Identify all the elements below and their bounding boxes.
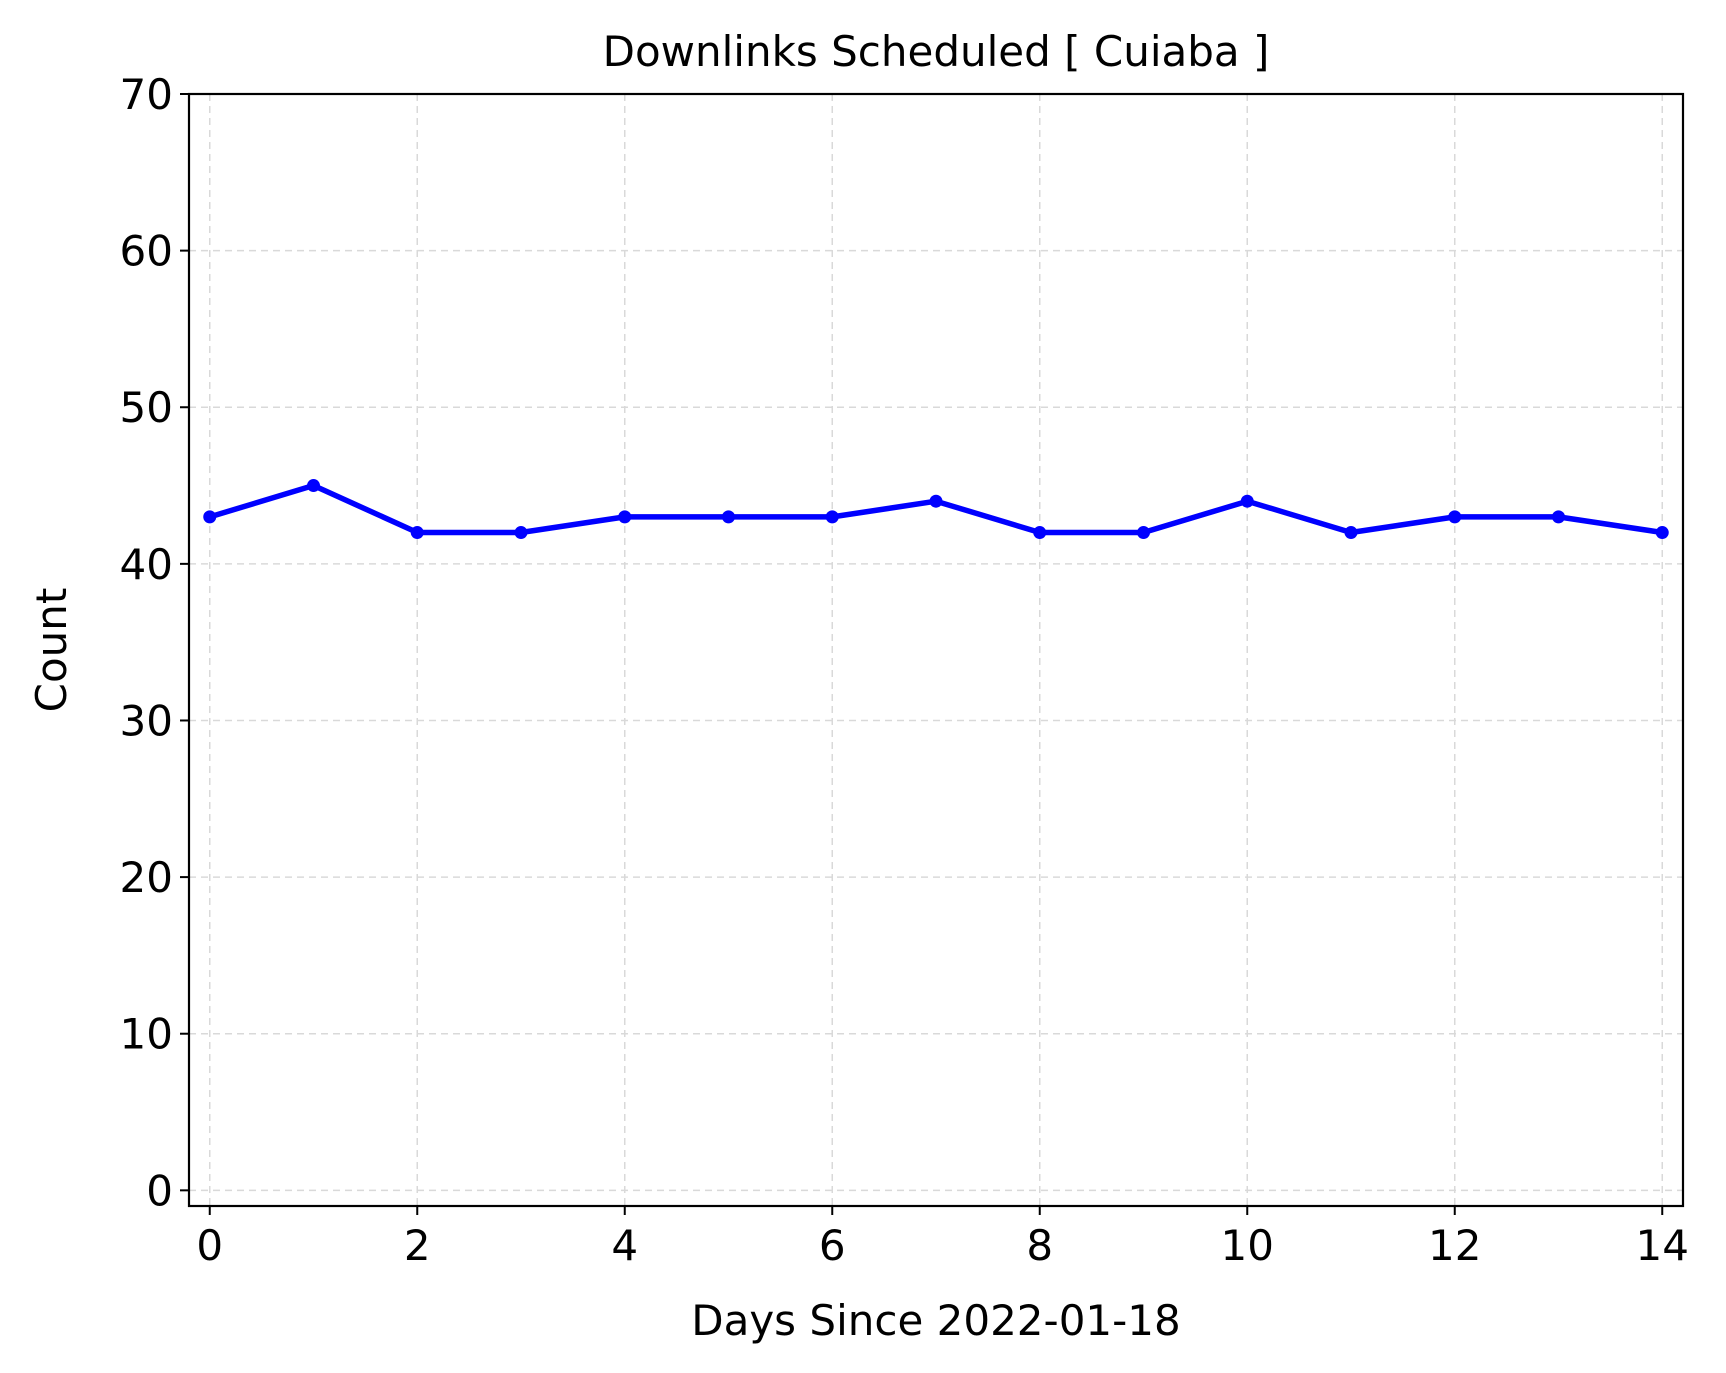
data-point [410,526,424,540]
x-tick-label: 2 [404,1221,431,1270]
y-tick-label: 30 [120,696,173,745]
y-tick-label: 10 [120,1010,173,1059]
data-point [929,494,943,508]
x-tick-label: 6 [819,1221,846,1270]
data-point [1448,510,1462,524]
x-axis: 0 2 4 6 8 10 12 14 [196,1206,1689,1270]
y-axis: 0 10 20 30 40 50 60 70 [120,70,189,1215]
chart-title: Downlinks Scheduled [ Cuiaba ] [603,27,1270,76]
data-point [1655,526,1669,540]
y-tick-label: 20 [120,853,173,902]
data-point [618,510,632,524]
data-point [514,526,528,540]
plot-frame [187,92,1685,1208]
y-tick-label: 70 [120,70,173,119]
x-tick-label: 8 [1026,1221,1053,1270]
x-tick-label: 10 [1221,1221,1274,1270]
x-axis-label: Days Since 2022-01-18 [691,1296,1180,1345]
y-tick-label: 40 [120,540,173,589]
y-tick-label: 60 [120,227,173,276]
data-point [1344,526,1358,540]
data-point [203,510,217,524]
y-tick-label: 0 [146,1166,173,1215]
grid [189,93,1683,1206]
data-point [1240,494,1254,508]
y-axis-label: Count [27,588,76,713]
data-point [307,479,320,493]
data-point [722,510,735,524]
series-layer [203,479,1669,540]
data-point [825,510,839,524]
data-point [1552,510,1565,524]
x-tick-label: 0 [196,1221,223,1270]
data-point [1137,526,1150,540]
data-point [1033,526,1047,540]
x-tick-label: 12 [1428,1221,1481,1270]
x-tick-label: 14 [1636,1221,1689,1270]
y-tick-label: 50 [120,383,173,432]
x-tick-label: 4 [611,1221,638,1270]
